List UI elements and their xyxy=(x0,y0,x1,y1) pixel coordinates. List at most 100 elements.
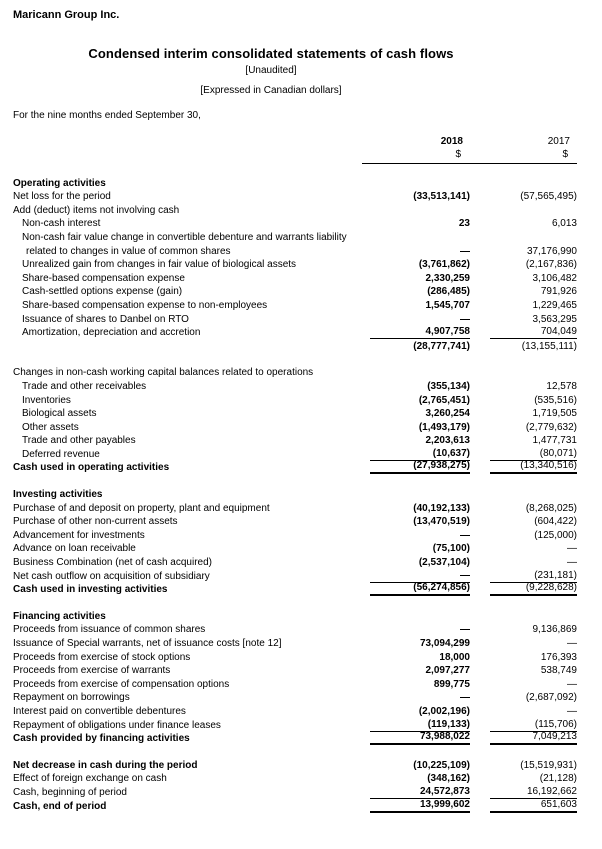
value-2017: (604,422) xyxy=(534,516,577,528)
value-2018: — xyxy=(460,529,470,541)
value-2018: 2,203,613 xyxy=(425,435,471,447)
value-2018: — xyxy=(460,692,470,704)
value-2017: 176,393 xyxy=(540,651,577,663)
statement-row: Cash, end of period 13,999,602 651,603 xyxy=(13,799,577,813)
value-2018: 24,572,873 xyxy=(370,786,470,799)
row-label: Investing activities xyxy=(13,489,103,501)
value-2018: — xyxy=(460,245,470,257)
value-2018: (33,513,141) xyxy=(413,191,470,203)
row-label: Add (deduct) items not involving cash xyxy=(13,204,180,216)
value-2017: — xyxy=(567,705,577,717)
row-label: Issuance of shares to Danbel on RTO xyxy=(22,313,189,325)
statement-row: Issuance of Special warrants, net of iss… xyxy=(13,636,577,650)
row-label: Interest paid on convertible debentures xyxy=(13,705,186,717)
dollar-sign-2017: $ xyxy=(562,149,568,160)
statement-row: Issuance of shares to Danbel on RTO — 3,56… xyxy=(13,312,577,326)
row-label: Cash used in operating activities xyxy=(13,462,170,474)
row-label: Purchase of and deposit on property, pla… xyxy=(13,502,270,514)
column-header-2018: 2018 xyxy=(440,136,463,147)
value-2018: (2,002,196) xyxy=(418,705,470,717)
statement-row: Net cash outflow on acquisition of subsi… xyxy=(13,569,577,583)
row-label: Operating activities xyxy=(13,177,106,189)
statement-row: Other assets (1,493,179) (2,779,632) xyxy=(13,420,577,434)
statement-row: Repayment on borrowings — (2,687,092) xyxy=(13,691,577,705)
row-label: Net decrease in cash during the period xyxy=(13,759,198,771)
row-label: Non-cash interest xyxy=(22,218,101,230)
currency-header-row: $ $ xyxy=(13,148,577,161)
statement-row: related to changes in value of common sh… xyxy=(13,244,577,258)
statement-row: Interest paid on convertible debentures (… xyxy=(13,704,577,718)
row-label: Changes in non-cash working capital bala… xyxy=(13,367,314,379)
value-2018: (348,162) xyxy=(427,773,470,785)
company-name: Maricann Group Inc. xyxy=(13,9,120,21)
row-label: Proceeds from exercise of compensation o… xyxy=(13,678,230,690)
statement-row: Purchase of other non-current assets (13,… xyxy=(13,515,577,529)
value-2018: (286,485) xyxy=(427,286,470,298)
row-label: Effect of foreign exchange on cash xyxy=(13,773,167,785)
statement-row: Changes in non-cash working capital bala… xyxy=(13,366,577,380)
row-label: Financing activities xyxy=(13,610,106,622)
statement-row: Proceeds from exercise of stock options 1… xyxy=(13,650,577,664)
row-label: Trade and other receivables xyxy=(22,380,147,392)
row-label: Cash-settled options expense (gain) xyxy=(22,286,183,298)
row-label: Unrealized gain from changes in fair val… xyxy=(22,259,297,271)
statement-row: Cash, beginning of period 24,572,873 16,19… xyxy=(13,785,577,799)
value-2018: 3,260,254 xyxy=(425,408,471,420)
value-2017: 3,563,295 xyxy=(532,313,578,325)
value-2018: (3,761,862) xyxy=(418,259,470,271)
row-label: Share-based compensation expense xyxy=(22,272,185,284)
row-label: Other assets xyxy=(22,421,79,433)
statement-row: Proceeds from exercise of warrants 2,097,… xyxy=(13,664,577,678)
statement-row: Trade and other receivables (355,134) 12,5… xyxy=(13,379,577,393)
statement-row: Repayment of obligations under finance l… xyxy=(13,718,577,732)
statement-row: Add (deduct) items not involving cash xyxy=(13,203,577,217)
value-2018: (13,470,519) xyxy=(413,516,470,528)
statement-row: Proceeds from exercise of compensation o… xyxy=(13,677,577,691)
statement-row: Share-based compensation expense 2,330,25… xyxy=(13,271,577,285)
value-2017: (80,071) xyxy=(490,448,577,461)
cash-flow-table: Operating activities Net loss for the per… xyxy=(13,176,577,813)
value-2017: (15,519,931) xyxy=(520,759,577,771)
row-label: related to changes in value of common sh… xyxy=(26,245,231,257)
row-label: Proceeds from exercise of warrants xyxy=(13,665,171,677)
value-2018: (2,537,104) xyxy=(418,557,470,569)
row-label: Issuance of Special warrants, net of iss… xyxy=(13,638,282,649)
value-2018: (75,100) xyxy=(432,543,470,555)
value-2017: (2,167,836) xyxy=(525,259,577,271)
statement-row: Purchase of and deposit on property, pla… xyxy=(13,501,577,515)
column-headers: 2018 2017 $ $ xyxy=(13,135,577,164)
value-2018: (355,134) xyxy=(427,380,470,392)
value-2018: (1,493,179) xyxy=(418,421,470,433)
value-2018: 73,988,022 xyxy=(370,731,470,746)
value-2017: (2,779,632) xyxy=(525,421,577,433)
statement-row: Operating activities xyxy=(13,176,577,190)
statement-row: Non-cash fair value change in convertibl… xyxy=(13,230,577,244)
value-2017: (57,565,495) xyxy=(520,191,577,203)
value-2017: 1,719,505 xyxy=(532,408,578,420)
period-note: For the nine months ended September 30, xyxy=(13,110,201,121)
value-2017: 704,049 xyxy=(490,326,577,340)
statement-row: Advancement for investments — (125,000) xyxy=(13,528,577,542)
value-2018: 18,000 xyxy=(439,651,470,663)
statement-row: Net loss for the period (33,513,141) (57,5… xyxy=(13,190,577,204)
row-label: Advance on loan receivable xyxy=(13,543,136,555)
statement-row: Business Combination (net of cash acquir… xyxy=(13,555,577,569)
value-2017: — xyxy=(567,678,577,690)
row-label: Cash, beginning of period xyxy=(13,786,127,798)
row-label: Cash used in investing activities xyxy=(13,584,168,596)
value-2018: (28,777,741) xyxy=(413,340,470,352)
value-2017: 651,603 xyxy=(490,799,577,813)
value-2018: 13,999,602 xyxy=(370,799,470,813)
value-2017: (9,228,628) xyxy=(490,582,577,597)
value-2018: (119,133) xyxy=(370,719,470,732)
value-2017: 6,013 xyxy=(551,218,577,230)
value-2018: — xyxy=(370,570,470,583)
row-label: Cash provided by financing activities xyxy=(13,733,190,745)
row-label: Cash, end of period xyxy=(13,800,107,812)
statement-row: Amortization, depreciation and accretion… xyxy=(13,326,577,340)
value-2017: (8,268,025) xyxy=(525,502,577,514)
row-label: Share-based compensation expense to non-… xyxy=(22,299,268,311)
value-2017: 538,749 xyxy=(540,665,577,677)
value-2017: (115,706) xyxy=(490,719,577,732)
